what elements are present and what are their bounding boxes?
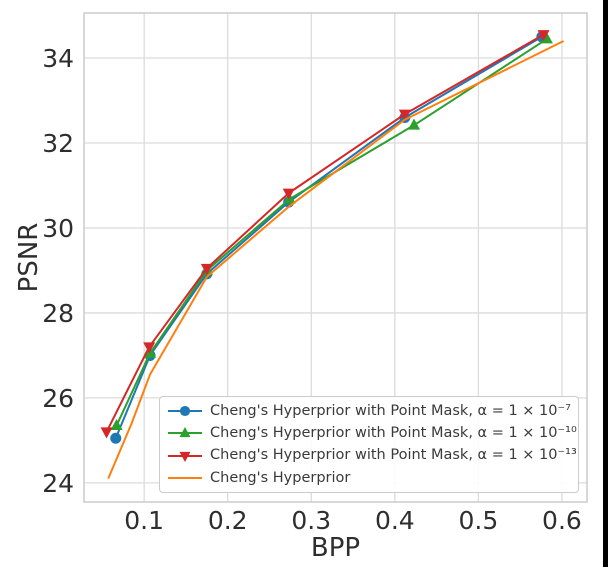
data-point-triangle-up (408, 118, 421, 130)
y-tick-label: 30 (42, 214, 74, 243)
y-axis-label: PSNR (14, 223, 44, 293)
legend-marker-circle (168, 405, 202, 416)
data-point-triangle-up (144, 346, 157, 358)
y-tick-label: 24 (42, 469, 74, 498)
data-point-triangle-down (398, 109, 411, 121)
data-point-triangle-down (282, 188, 295, 200)
y-tick-label: 34 (42, 44, 74, 73)
series-line-point-mask-alpha-1e-10 (115, 38, 548, 426)
legend-item-point-mask-alpha-1e-13: Cheng's Hyperprior with Point Mask, α = … (166, 445, 578, 466)
series-line-baseline (107, 40, 565, 480)
data-point-triangle-down (143, 342, 156, 354)
legend-label: Cheng's Hyperprior with Point Mask, α = … (210, 447, 577, 464)
y-tick-label: 26 (42, 384, 74, 413)
data-point-triangle-up (110, 418, 123, 431)
y-tick-label: 32 (42, 129, 74, 158)
window-edge (603, 0, 608, 567)
x-tick-label: 0.3 (291, 506, 331, 535)
series-point-mask-alpha-1e-13 (100, 30, 550, 439)
data-point-triangle-down (179, 451, 191, 462)
plot-border (83, 12, 588, 503)
x-tick-label: 0.5 (458, 506, 498, 535)
legend-label: Cheng's Hyperprior with Point Mask, α = … (210, 402, 571, 419)
x-tick-label: 0.6 (542, 506, 582, 535)
data-point-triangle-up (179, 427, 191, 438)
legend-item-point-mask-alpha-1e-7: Cheng's Hyperprior with Point Mask, α = … (166, 400, 578, 421)
legend-marker-line (168, 477, 202, 480)
series-point-mask-alpha-1e-10 (110, 32, 553, 431)
x-tick-label: 0.1 (124, 506, 164, 535)
legend: Cheng's Hyperprior with Point Mask, α = … (159, 396, 579, 493)
x-tick-label: 0.4 (375, 506, 415, 535)
data-point-circle (110, 432, 122, 444)
legend-label: Cheng's Hyperprior with Point Mask, α = … (210, 425, 577, 442)
data-point-triangle-down (100, 427, 113, 439)
legend-item-baseline: Cheng's Hyperprior (166, 468, 578, 489)
series-baseline (107, 40, 565, 480)
legend-marker-triangle-down (168, 451, 202, 462)
y-tick-label: 28 (42, 299, 74, 328)
series-point-mask-alpha-1e-7 (110, 31, 548, 444)
data-point-circle (179, 405, 191, 416)
data-point-triangle-down (200, 263, 213, 275)
legend-label: Cheng's Hyperprior (210, 469, 351, 486)
legend-item-point-mask-alpha-1e-10: Cheng's Hyperprior with Point Mask, α = … (166, 423, 578, 444)
data-point-triangle-up (540, 32, 553, 44)
x-tick-label: 0.2 (208, 506, 248, 535)
data-point-triangle-down (537, 30, 550, 42)
x-axis-label: BPP (311, 533, 360, 563)
legend-marker-triangle-up (168, 427, 202, 438)
grid (84, 13, 587, 502)
series-line-point-mask-alpha-1e-7 (114, 35, 543, 439)
series-line-point-mask-alpha-1e-13 (105, 33, 545, 433)
